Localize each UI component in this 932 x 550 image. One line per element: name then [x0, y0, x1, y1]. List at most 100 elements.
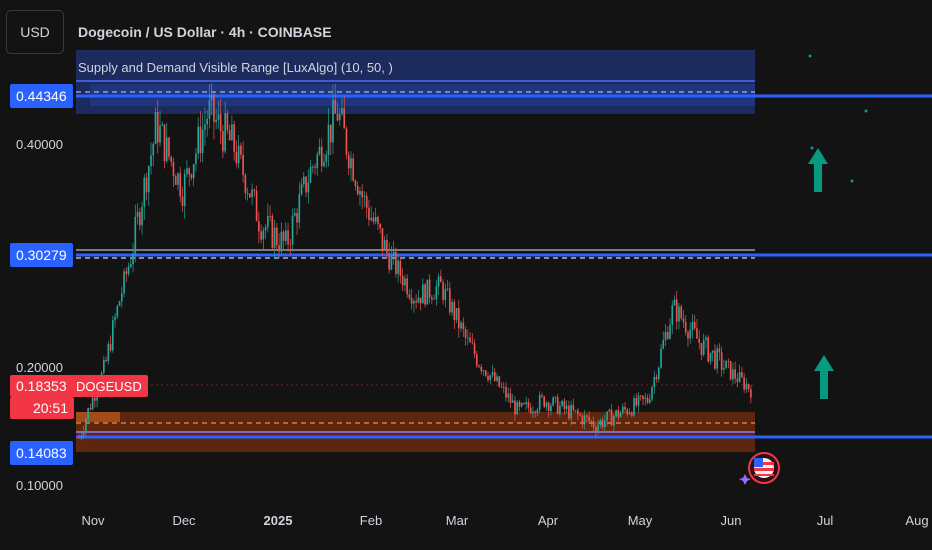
candle-body: [291, 215, 294, 245]
candle-body: [545, 402, 548, 407]
candle-body: [415, 300, 417, 303]
candle-body: [359, 191, 361, 195]
candle-body: [240, 145, 242, 155]
candle-body: [455, 307, 458, 321]
candle-body: [655, 376, 658, 380]
candle-body: [181, 196, 184, 206]
candle-body: [284, 230, 287, 241]
currency-selector[interactable]: USD: [6, 10, 64, 54]
candle-body: [572, 404, 575, 411]
candle-body: [750, 389, 752, 398]
candle-body: [150, 155, 152, 167]
candle-body: [687, 332, 689, 339]
candle-body: [664, 331, 667, 341]
candle-body: [338, 113, 341, 121]
candle-body: [570, 404, 572, 419]
candle-body: [368, 207, 370, 220]
candle-body: [231, 124, 233, 141]
candle-body: [597, 425, 599, 432]
candle-body: [249, 193, 251, 198]
candle-body: [705, 337, 707, 340]
countdown-label: 20:51: [10, 397, 74, 419]
candle-body: [493, 372, 496, 381]
candle-body: [269, 215, 271, 217]
candle-body: [298, 194, 301, 223]
candle-body: [136, 211, 139, 217]
candle-body: [651, 387, 653, 400]
candle-body: [480, 366, 483, 372]
candle-body: [525, 402, 528, 405]
x-tick: Jul: [816, 513, 834, 528]
candle-body: [644, 397, 647, 399]
symbol-badge: DOGEUSD: [70, 375, 148, 397]
up-arrow-icon: [814, 355, 834, 399]
candle-body: [592, 421, 595, 428]
candle-body: [588, 416, 590, 422]
candle-body: [255, 191, 258, 222]
candle-body: [716, 348, 718, 369]
candle-body: [529, 407, 532, 414]
candle-body: [732, 369, 734, 380]
candle-body: [156, 112, 159, 143]
candle-body: [276, 227, 278, 246]
candle-body: [199, 126, 202, 154]
candle-body: [675, 299, 678, 322]
candle-body: [738, 372, 741, 382]
candle-body: [116, 305, 119, 317]
candle-body: [653, 376, 656, 388]
candle-body: [282, 231, 285, 241]
candle-body: [222, 131, 224, 152]
candle-body: [505, 387, 507, 398]
candle-body: [365, 195, 368, 208]
candle-body: [280, 231, 283, 252]
x-tick: Feb: [359, 513, 383, 528]
candle-body: [372, 217, 375, 222]
candle-body: [673, 299, 676, 306]
candle-body: [179, 173, 182, 197]
candle-body: [565, 405, 568, 410]
candle-body: [354, 180, 357, 186]
us-election-event-icon[interactable]: [738, 448, 780, 488]
candle-body: [579, 414, 581, 416]
y-tick: 0.10000: [16, 478, 63, 493]
candle-body: [244, 175, 247, 194]
candle-body: [201, 129, 204, 154]
candle-body: [628, 412, 631, 414]
candle-body: [669, 324, 671, 339]
candle-body: [388, 253, 390, 270]
candle-body: [435, 286, 438, 300]
candle-body: [129, 264, 132, 267]
candle-body: [329, 124, 332, 143]
demand-zone-inner: [76, 412, 120, 422]
candle-body: [174, 176, 177, 185]
candle-body: [226, 113, 229, 131]
candle-body: [520, 403, 523, 407]
indicator-label[interactable]: Supply and Demand Visible Range [LuxAlgo…: [78, 60, 393, 75]
candle-body: [642, 395, 644, 399]
candle-body: [127, 266, 130, 274]
candle-body: [660, 348, 662, 368]
candle-body: [172, 162, 175, 177]
candle-body: [397, 260, 399, 274]
candle-body: [702, 339, 705, 355]
candle-body: [105, 359, 107, 361]
candle-body: [192, 164, 195, 179]
candle-body: [471, 342, 474, 344]
candle-body: [327, 124, 330, 155]
candle-body: [680, 306, 683, 319]
bottom-level-price-label: 0.14083: [10, 441, 73, 465]
top-level-price-label: 0.44346: [10, 84, 73, 108]
candle-body: [446, 288, 449, 290]
candle-body: [94, 397, 96, 401]
candle-body: [152, 143, 155, 156]
candle-body: [451, 301, 453, 313]
candle-body: [469, 337, 471, 343]
candle-body: [489, 375, 492, 381]
candle-body: [361, 191, 364, 197]
candle-body: [431, 297, 433, 300]
marker-dot: [810, 146, 814, 150]
marker-dot: [850, 179, 854, 183]
candle-body: [559, 405, 561, 414]
candle-body: [475, 354, 478, 366]
